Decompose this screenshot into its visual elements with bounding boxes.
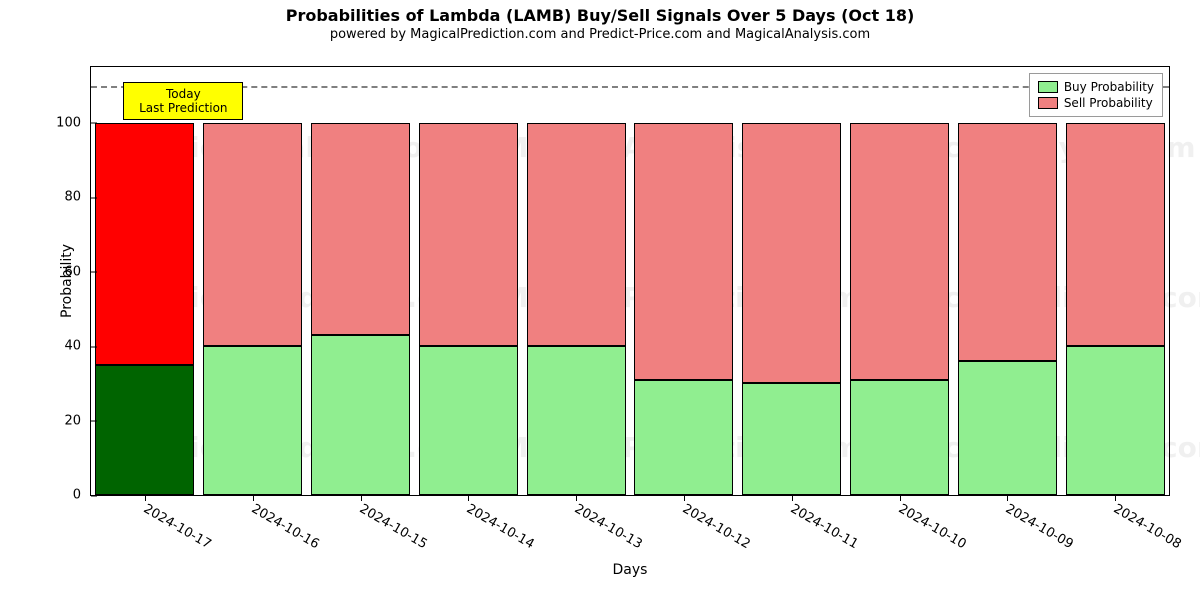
x-tick-mark [576, 495, 577, 501]
bar-column [419, 67, 518, 495]
x-tick-label: 2024-10-13 [572, 501, 645, 552]
legend-label: Sell Probability [1064, 95, 1153, 111]
annotation-line: Last Prediction [134, 101, 232, 115]
x-tick-label: 2024-10-08 [1111, 501, 1184, 552]
bar-column [95, 67, 194, 495]
sell-bar [203, 123, 302, 346]
legend-label: Buy Probability [1064, 79, 1154, 95]
y-tick: 100 [41, 115, 91, 130]
bar-column [1066, 67, 1165, 495]
y-tick: 20 [41, 413, 91, 428]
x-tick-mark [684, 495, 685, 501]
sell-bar [95, 123, 194, 365]
x-tick-mark [145, 495, 146, 501]
sell-bar [527, 123, 626, 346]
legend-item: Buy Probability [1038, 79, 1154, 95]
bar-column [850, 67, 949, 495]
y-axis-label: Probability [59, 244, 75, 318]
x-tick-label: 2024-10-12 [680, 501, 753, 552]
x-tick-mark [1007, 495, 1008, 501]
buy-bar [958, 361, 1057, 495]
sell-bar [419, 123, 518, 346]
x-tick-label: 2024-10-16 [248, 501, 321, 552]
bars-container [91, 67, 1169, 495]
buy-bar [1066, 346, 1165, 495]
buy-bar [419, 346, 518, 495]
x-tick-label: 2024-10-14 [464, 501, 537, 552]
buy-bar [742, 383, 841, 495]
x-tick-label: 2024-10-10 [895, 501, 968, 552]
x-tick-label: 2024-10-11 [787, 501, 860, 552]
sell-bar [850, 123, 949, 380]
x-tick-mark [792, 495, 793, 501]
x-tick-mark [468, 495, 469, 501]
buy-bar [203, 346, 302, 495]
plot-area: MagicalAnalysis.comMagicalAnalysis.comMa… [90, 66, 1170, 496]
bar-column [527, 67, 626, 495]
x-tick-mark [900, 495, 901, 501]
buy-bar [850, 380, 949, 495]
x-tick-label: 2024-10-15 [356, 501, 429, 552]
y-tick: 80 [41, 190, 91, 205]
bar-column [958, 67, 1057, 495]
bar-column [634, 67, 733, 495]
legend-swatch [1038, 81, 1058, 93]
x-tick-mark [361, 495, 362, 501]
y-tick: 0 [41, 488, 91, 503]
sell-bar [311, 123, 410, 335]
annotation-line: Today [134, 87, 232, 101]
buy-bar [311, 335, 410, 495]
legend: Buy ProbabilitySell Probability [1029, 73, 1163, 117]
bar-column [311, 67, 410, 495]
sell-bar [958, 123, 1057, 361]
chart-title: Probabilities of Lambda (LAMB) Buy/Sell … [0, 6, 1200, 25]
buy-bar [95, 365, 194, 495]
sell-bar [742, 123, 841, 384]
bar-column [203, 67, 302, 495]
sell-bar [1066, 123, 1165, 346]
chart-area: MagicalAnalysis.comMagicalAnalysis.comMa… [90, 66, 1170, 496]
buy-bar [634, 380, 733, 495]
chart-subtitle: powered by MagicalPrediction.com and Pre… [0, 27, 1200, 42]
x-tick-mark [1115, 495, 1116, 501]
x-axis-label: Days [613, 562, 648, 578]
legend-item: Sell Probability [1038, 95, 1154, 111]
legend-swatch [1038, 97, 1058, 109]
x-tick-label: 2024-10-09 [1003, 501, 1076, 552]
buy-bar [527, 346, 626, 495]
y-tick: 40 [41, 339, 91, 354]
sell-bar [634, 123, 733, 380]
x-tick-mark [253, 495, 254, 501]
today-annotation: TodayLast Prediction [123, 82, 243, 120]
x-tick-label: 2024-10-17 [141, 501, 214, 552]
bar-column [742, 67, 841, 495]
